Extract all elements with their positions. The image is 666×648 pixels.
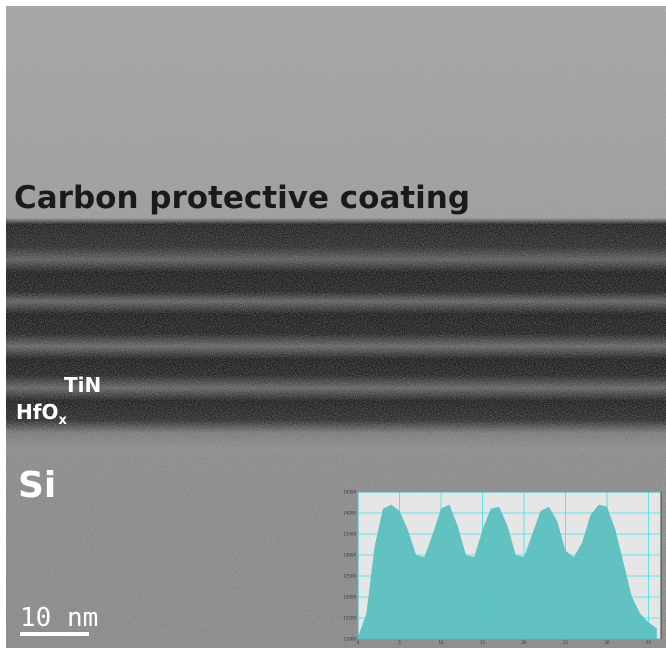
x-tick-label: 15 xyxy=(480,640,486,645)
y-tick-label: 12500 xyxy=(343,574,356,579)
y-tick-label: 11500 xyxy=(343,616,356,621)
tin-label: TiN xyxy=(64,373,101,397)
x-tick-label: 0 xyxy=(357,640,360,645)
coating-label: Carbon protective coating xyxy=(14,180,470,216)
y-tick-label: 13000 xyxy=(343,553,356,558)
x-tick-label: 25 xyxy=(563,640,569,645)
x-tick-label: 35 xyxy=(646,640,652,645)
y-tick-label: 13500 xyxy=(343,532,356,537)
y-tick-label: 11000 xyxy=(343,637,356,642)
y-tick-label: 14000 xyxy=(343,511,356,516)
inset-chart: 11000 11500 12000 12500 13000 13500 14000 14500… xyxy=(343,490,661,646)
y-tick-label: 12000 xyxy=(343,595,356,600)
hfo-subscript: x xyxy=(58,413,67,428)
y-tick-label: 14500 xyxy=(343,490,356,495)
x-tick-label: 20 xyxy=(521,640,527,645)
scale-bar xyxy=(20,632,89,636)
hfo-text: HfO xyxy=(16,400,58,424)
micrograph: Carbon protective coating TiN HfOx Si 10… xyxy=(0,0,666,648)
x-tick-label: 10 xyxy=(438,640,444,645)
scale-bar-label: 10 nm xyxy=(20,603,98,633)
x-tick-label: 30 xyxy=(604,640,610,645)
si-label: Si xyxy=(18,465,56,506)
